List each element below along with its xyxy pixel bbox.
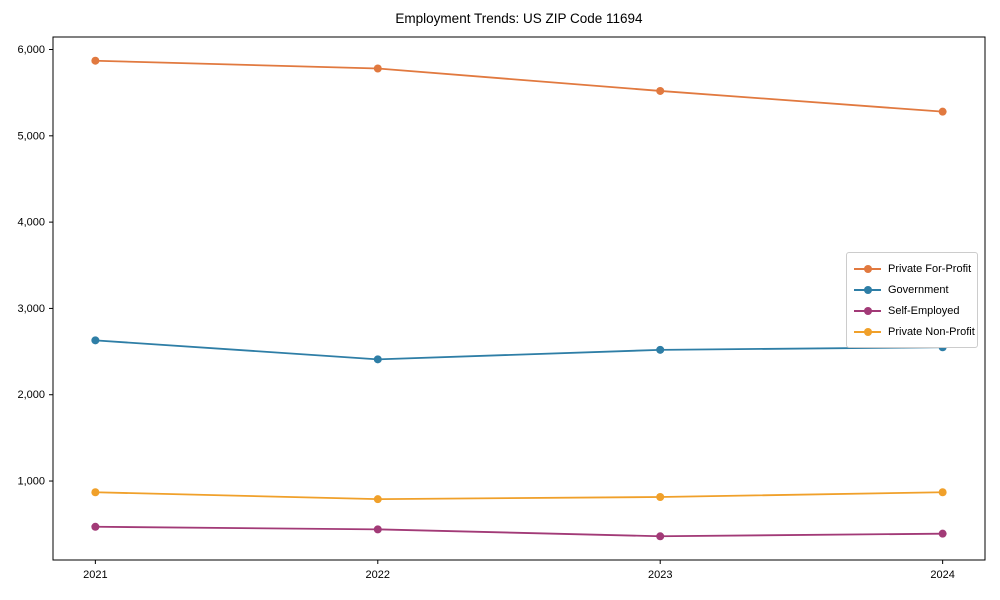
series-line-government <box>94 339 944 361</box>
data-point <box>656 86 665 95</box>
data-point <box>373 355 382 364</box>
y-tick-label: 6,000 <box>17 44 45 56</box>
legend-line-marker-icon <box>854 264 881 273</box>
data-point <box>373 495 382 504</box>
data-point <box>938 107 947 116</box>
series-line-private-for-profit <box>94 59 944 113</box>
legend-item: Private Non-Profit <box>854 321 975 342</box>
legend-line-marker-icon <box>854 306 881 315</box>
legend-label: Government <box>888 283 949 296</box>
x-tick-label: 2024 <box>930 569 954 581</box>
data-point <box>656 492 665 501</box>
legend-line-marker-icon <box>854 285 881 294</box>
legend-item: Self-Employed <box>854 300 969 321</box>
data-point <box>938 529 947 538</box>
data-point <box>91 56 100 65</box>
y-tick-label: 4,000 <box>17 217 45 229</box>
data-point <box>938 488 947 497</box>
y-tick-label: 3,000 <box>17 303 45 315</box>
legend-label: Private For-Profit <box>888 262 972 275</box>
x-tick-label: 2021 <box>83 569 107 581</box>
chart-title: Employment Trends: US ZIP Code 11694 <box>395 11 643 26</box>
data-point <box>91 336 100 345</box>
data-point <box>656 532 665 541</box>
data-point <box>91 522 100 531</box>
legend-line-marker-icon <box>854 327 881 336</box>
legend-label: Self-Employed <box>888 304 960 317</box>
y-tick-label: 1,000 <box>17 476 45 488</box>
legend-label: Private Non-Profit <box>888 325 975 338</box>
data-point <box>656 345 665 354</box>
x-tick-label: 2022 <box>366 569 390 581</box>
data-point <box>373 525 382 534</box>
series-line-private-non-profit <box>94 491 944 501</box>
legend-item: Private For-Profit <box>854 258 972 279</box>
data-point <box>373 64 382 73</box>
data-point <box>91 488 100 497</box>
legend: Private For-Profit Government Self-Employe… <box>846 252 978 348</box>
y-tick-label: 2,000 <box>17 389 45 401</box>
series-line-self-employed <box>94 525 944 538</box>
y-tick-label: 5,000 <box>17 130 45 142</box>
legend-item: Government <box>854 279 969 300</box>
plot-border <box>52 36 986 561</box>
x-tick-label: 2023 <box>648 569 672 581</box>
